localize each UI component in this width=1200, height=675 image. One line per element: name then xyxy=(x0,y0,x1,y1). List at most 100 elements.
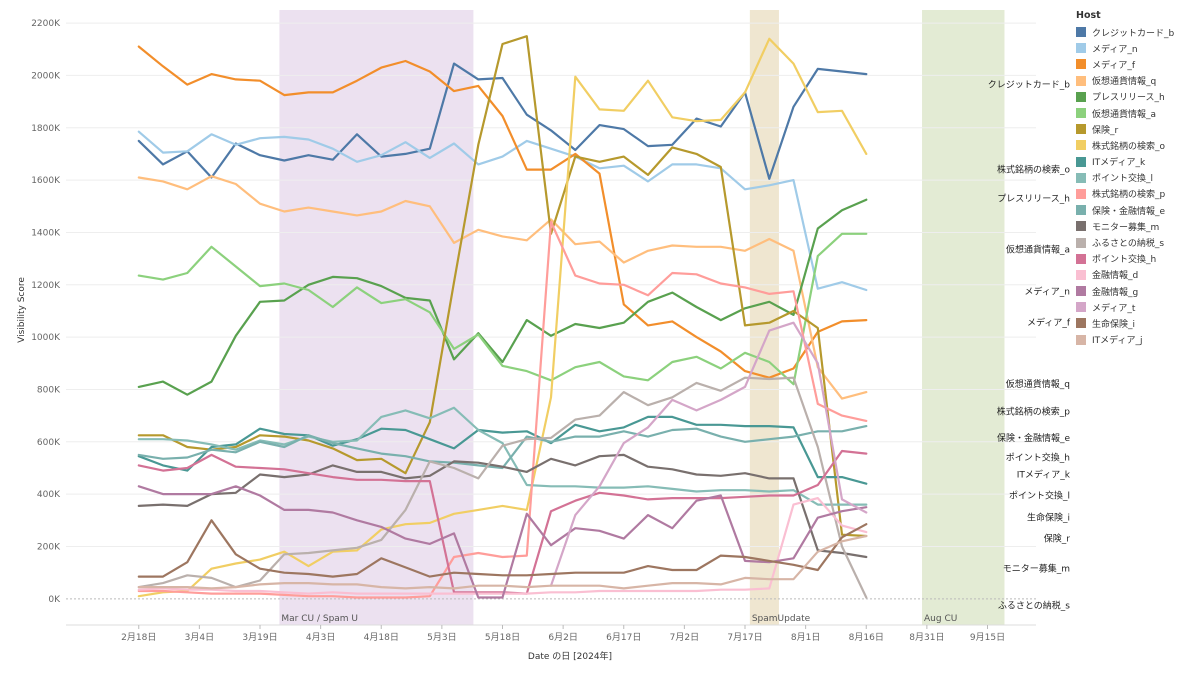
legend-swatch-8 xyxy=(1076,156,1086,167)
legend-swatch-11 xyxy=(1076,205,1086,216)
legend-label-7: 株式銘柄の検索_o xyxy=(1092,141,1166,152)
series-line-4[interactable] xyxy=(137,198,868,396)
legend-swatch-2 xyxy=(1076,59,1086,70)
legend-label-10: 株式銘柄の検索_p xyxy=(1092,190,1166,201)
series-end-label-15: ふるさとの納税_s xyxy=(998,599,1070,611)
legend-item-2[interactable]: メディア_f xyxy=(1076,56,1196,72)
legend-item-9[interactable]: ポイント交換_l xyxy=(1076,170,1196,186)
x-tick-label-9: 7月2日 xyxy=(670,632,699,643)
legend-item-8[interactable]: ITメディア_k xyxy=(1076,154,1196,170)
legend-swatch-4 xyxy=(1076,91,1086,102)
legend-item-7[interactable]: 株式銘柄の検索_o xyxy=(1076,137,1196,153)
series-end-label-1: 株式銘柄の検索_o xyxy=(997,164,1071,176)
legend-swatch-6 xyxy=(1076,124,1086,135)
legend-item-13[interactable]: ふるさとの納税_s xyxy=(1076,234,1196,250)
update-band-label-0: Mar CU / Spam U xyxy=(281,614,358,624)
series-line-18[interactable] xyxy=(137,519,868,578)
legend-label-3: 仮想通貨情報_q xyxy=(1092,77,1157,88)
series-layer xyxy=(137,35,868,599)
series-end-label-10: ITメディア_k xyxy=(1017,469,1071,481)
x-tick-label-11: 8月1日 xyxy=(791,632,820,643)
legend-item-17[interactable]: メディア_t xyxy=(1076,299,1196,315)
y-tick-label-6: 1200K xyxy=(31,281,61,291)
labels-layer: クレジットカード_b 株式銘柄の検索_o プレスリリース_h 仮想通貨情報_a メディア… xyxy=(988,80,1071,612)
x-tick-label-14: 9月15日 xyxy=(970,632,1005,643)
series-line-17[interactable] xyxy=(549,321,868,587)
legend-item-16[interactable]: 金融情報_g xyxy=(1076,283,1196,299)
legend-item-3[interactable]: 仮想通貨情報_q xyxy=(1076,73,1196,89)
legend-item-5[interactable]: 仮想通貨情報_a xyxy=(1076,105,1196,121)
series-line-14[interactable] xyxy=(137,449,868,595)
legend-label-17: メディア_t xyxy=(1092,303,1136,314)
series-line-10[interactable] xyxy=(137,220,868,599)
update-band-2 xyxy=(922,10,1005,625)
legend-swatch-14 xyxy=(1076,253,1086,264)
update-band-label-1: SpamUpdate xyxy=(752,614,811,624)
legend: Host クレジットカード_b メディア_n メディア_f 仮想通貨情報_q プレスリリ… xyxy=(1076,10,1196,348)
legend-item-6[interactable]: 保険_r xyxy=(1076,121,1196,137)
series-line-6[interactable] xyxy=(137,35,868,538)
series-end-label-12: 生命保険_i xyxy=(1027,512,1070,524)
legend-label-9: ポイント交換_l xyxy=(1092,174,1154,185)
x-tick-label-6: 5月18日 xyxy=(485,632,520,643)
y-tick-label-0: 0K xyxy=(48,595,61,605)
grid-layer: 0K 200K 400K 600K 800K 1000K 1200K 1400K 1600K 18… xyxy=(31,19,1036,643)
legend-item-18[interactable]: 生命保険_i xyxy=(1076,315,1196,331)
legend-item-4[interactable]: プレスリリース_h xyxy=(1076,89,1196,105)
update-band-label-2: Aug CU xyxy=(924,614,957,624)
series-line-11[interactable] xyxy=(137,425,868,470)
legend-label-8: ITメディア_k xyxy=(1092,158,1146,169)
series-line-9[interactable] xyxy=(137,406,868,506)
x-tick-label-5: 5月3日 xyxy=(427,632,456,643)
legend-label-15: 金融情報_d xyxy=(1092,271,1139,282)
legend-item-0[interactable]: クレジットカード_b xyxy=(1076,24,1196,40)
legend-label-6: 保険_r xyxy=(1092,125,1119,136)
axis-layer: Date の日 [2024年] Visibility Score xyxy=(17,277,612,662)
series-line-1[interactable] xyxy=(137,130,868,292)
legend-swatch-5 xyxy=(1076,108,1086,119)
legend-swatch-18 xyxy=(1076,318,1086,329)
y-tick-label-11: 2200K xyxy=(31,19,61,29)
legend-label-18: 生命保険_i xyxy=(1092,319,1136,330)
legend-item-19[interactable]: ITメディア_j xyxy=(1076,332,1196,348)
legend-item-11[interactable]: 保険・金融情報_e xyxy=(1076,202,1196,218)
x-tick-label-0: 2月18日 xyxy=(121,632,156,643)
legend-item-12[interactable]: モニター募集_m xyxy=(1076,218,1196,234)
series-end-label-4: メディア_n xyxy=(1024,285,1070,297)
legend-swatch-12 xyxy=(1076,221,1086,232)
series-end-label-14: モニター募集_m xyxy=(1003,563,1070,575)
x-tick-label-2: 3月19日 xyxy=(242,632,277,643)
legend-swatch-3 xyxy=(1076,75,1086,86)
series-line-3[interactable] xyxy=(137,175,868,400)
legend-label-0: クレジットカード_b xyxy=(1092,28,1175,39)
y-tick-label-4: 800K xyxy=(37,385,61,395)
series-line-12[interactable] xyxy=(137,453,868,559)
series-line-19[interactable] xyxy=(137,534,868,590)
series-line-2[interactable] xyxy=(137,45,868,379)
series-line-7[interactable] xyxy=(137,37,868,598)
series-end-label-2: プレスリリース_h xyxy=(997,193,1070,204)
x-tick-label-8: 6月17日 xyxy=(606,632,641,643)
x-tick-label-4: 4月18日 xyxy=(364,632,399,643)
series-line-5[interactable] xyxy=(137,232,868,386)
legend-swatch-19 xyxy=(1076,334,1086,345)
legend-item-15[interactable]: 金融情報_d xyxy=(1076,267,1196,283)
series-end-label-7: 株式銘柄の検索_p xyxy=(997,406,1071,418)
legend-item-1[interactable]: メディア_n xyxy=(1076,40,1196,56)
legend-swatch-15 xyxy=(1076,269,1086,280)
series-end-label-0: クレジットカード_b xyxy=(988,80,1071,91)
legend-item-14[interactable]: ポイント交換_h xyxy=(1076,251,1196,267)
legend-item-10[interactable]: 株式銘柄の検索_p xyxy=(1076,186,1196,202)
legend-label-4: プレスリリース_h xyxy=(1092,93,1165,104)
legend-swatch-13 xyxy=(1076,237,1086,248)
series-end-label-11: ポイント交換_l xyxy=(1009,489,1070,501)
legend-swatch-9 xyxy=(1076,172,1086,183)
series-end-label-5: メディア_f xyxy=(1027,317,1071,329)
y-axis-title: Visibility Score xyxy=(17,277,27,343)
series-line-8[interactable] xyxy=(137,415,868,485)
legend-label-11: 保険・金融情報_e xyxy=(1092,206,1166,217)
series-line-16[interactable] xyxy=(137,485,868,599)
series-line-13[interactable] xyxy=(137,376,868,599)
y-tick-label-7: 1400K xyxy=(31,228,61,238)
